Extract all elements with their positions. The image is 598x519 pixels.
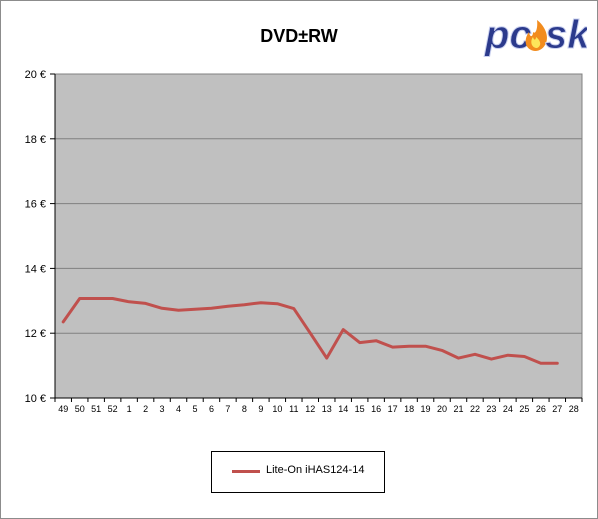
x-tick-label: 9 — [258, 404, 263, 414]
y-tick-label: 14 € — [25, 263, 46, 275]
x-tick-label: 14 — [338, 404, 348, 414]
x-tick-label: 28 — [569, 404, 579, 414]
x-tick-label: 13 — [322, 404, 332, 414]
x-tick-label: 25 — [519, 404, 529, 414]
x-tick-label: 16 — [371, 404, 381, 414]
svg-text:pc: pc — [484, 13, 532, 57]
x-tick-label: 20 — [437, 404, 447, 414]
legend-label-lite-on: Lite-On iHAS124-14 — [266, 464, 365, 476]
x-tick-label: 18 — [404, 404, 414, 414]
x-tick-label: 27 — [552, 404, 562, 414]
y-tick-label: 18 € — [25, 134, 46, 146]
x-tick-label: 24 — [503, 404, 513, 414]
x-tick-label: 26 — [536, 404, 546, 414]
x-tick-label: 11 — [289, 404, 298, 414]
x-tick-label: 52 — [108, 404, 118, 414]
y-tick-label: 16 € — [25, 199, 46, 211]
gridlines — [55, 138, 582, 334]
legend-swatch-lite-on — [232, 470, 260, 473]
x-tick-label: 51 — [91, 404, 101, 414]
x-tick-label: 23 — [486, 404, 496, 414]
x-tick-label: 4 — [176, 404, 181, 414]
x-tick-label: 10 — [272, 404, 282, 414]
x-tick-label: 49 — [58, 404, 68, 414]
x-axis: 49 50 51 52 1 2 3 4 5 6 7 8 9 10 11 12 13 14 15 16 17 18 19 20 2… — [54, 397, 583, 414]
x-tick-label: 50 — [75, 404, 85, 414]
x-tick-label: 3 — [160, 404, 165, 414]
x-tick-label: 5 — [192, 404, 197, 414]
plot-area — [54, 73, 583, 399]
x-tick-label: 12 — [305, 404, 315, 414]
x-tick-label: 15 — [355, 404, 365, 414]
x-tick-label: 22 — [470, 404, 480, 414]
legend: Lite-On iHAS124-14 — [211, 451, 385, 493]
y-axis: 10 € 12 € 14 € 16 € 18 € 20 € — [25, 69, 56, 405]
x-tick-label: 6 — [209, 404, 214, 414]
x-tick-label: 1 — [127, 404, 132, 414]
y-tick-label: 10 € — [25, 393, 46, 405]
x-tick-label: 2 — [143, 404, 148, 414]
series-line-lite-on — [61, 297, 559, 365]
chart-title: DVD±RW — [260, 26, 338, 46]
x-tick-label: 19 — [421, 404, 431, 414]
x-tick-label: 8 — [242, 404, 247, 414]
y-tick-label: 12 € — [25, 328, 46, 340]
x-tick-label: 7 — [225, 404, 230, 414]
x-tick-label: 21 — [453, 404, 463, 414]
svg-text:sk: sk — [545, 13, 587, 57]
pcwelt-logo: pc sk — [484, 13, 588, 58]
x-tick-label: 17 — [388, 404, 398, 414]
y-tick-label: 20 € — [25, 69, 46, 81]
series-layer — [61, 297, 559, 365]
